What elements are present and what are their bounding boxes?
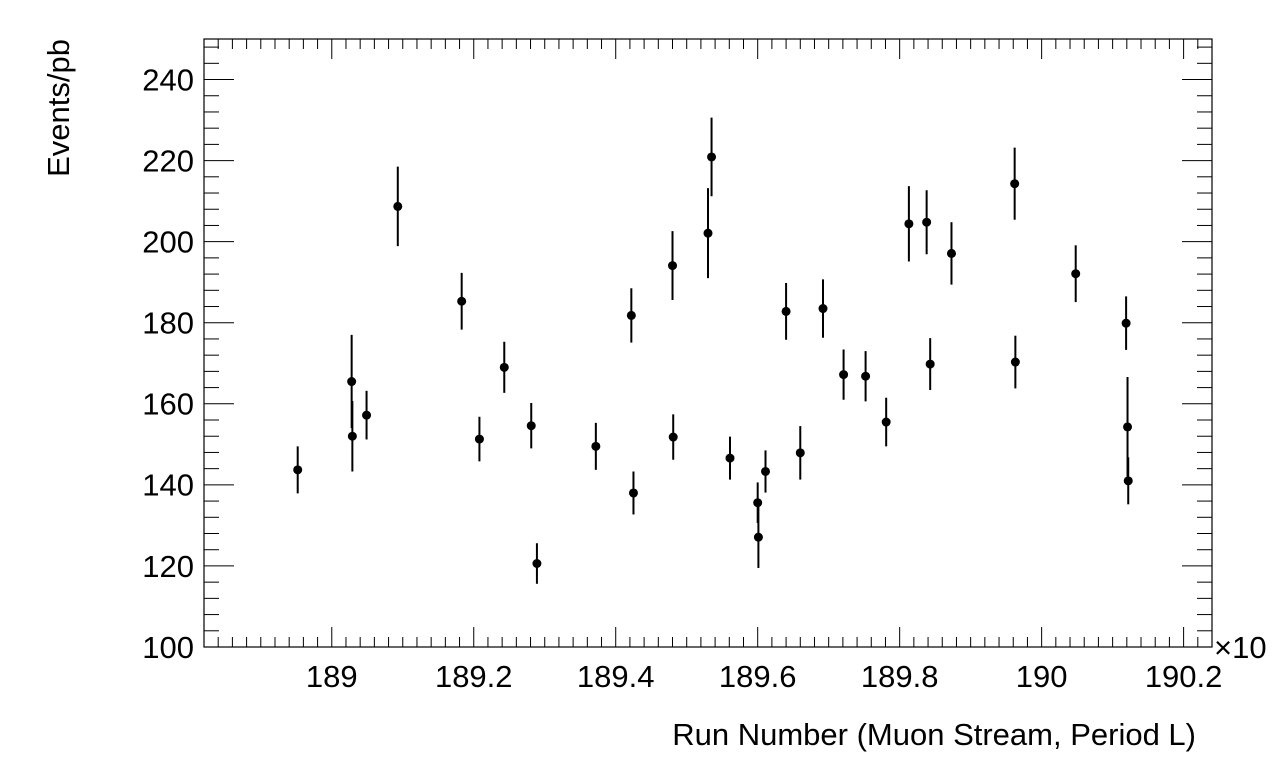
data-point <box>725 453 735 463</box>
data-point <box>362 410 372 420</box>
data-point <box>707 152 717 162</box>
y-tick-label: 200 <box>142 225 194 260</box>
y-tick-labels: 100 120 140 160 180 200 220 240 <box>142 62 194 664</box>
data-point <box>668 432 678 442</box>
y-tick-label: 240 <box>142 62 194 97</box>
data-point <box>1121 318 1131 328</box>
x-tick-label: 189.6 <box>719 659 797 694</box>
data-point <box>393 201 403 211</box>
y-tick-label: 140 <box>142 468 194 503</box>
data-point <box>626 310 636 320</box>
data-point <box>818 304 828 314</box>
y-tick-label: 180 <box>142 306 194 341</box>
y-tick-label: 220 <box>142 143 194 178</box>
data-point <box>532 559 542 569</box>
data-point <box>628 488 638 498</box>
data-point <box>753 498 763 508</box>
data-point <box>1123 476 1133 486</box>
data-point <box>760 466 770 476</box>
data-point <box>922 217 932 227</box>
data-point <box>703 228 713 238</box>
data-point <box>881 417 891 427</box>
data-point <box>1071 269 1081 279</box>
y-tick-label: 100 <box>142 630 194 665</box>
data-points <box>293 117 1133 584</box>
data-point <box>946 248 956 258</box>
y-tick-label: 160 <box>142 387 194 422</box>
x-tick-label: 189.4 <box>577 659 655 694</box>
x-axis-multiplier: ×10 <box>1214 630 1267 665</box>
data-point <box>474 434 484 444</box>
data-point <box>795 448 805 458</box>
x-tick-labels: 189 189.2 189.4 189.6 189.8 190 190.2 <box>306 659 1222 694</box>
axis-ticks <box>203 39 1213 648</box>
data-point <box>347 431 357 441</box>
x-tick-label: 189 <box>306 659 358 694</box>
x-tick-label: 190.2 <box>1145 659 1223 694</box>
data-point <box>499 362 509 372</box>
x-tick-label: 189.2 <box>435 659 513 694</box>
data-point <box>1123 422 1133 432</box>
y-axis-title: Events/pb <box>41 39 76 177</box>
data-point <box>668 261 678 271</box>
data-point <box>591 441 601 451</box>
data-point <box>293 465 303 475</box>
data-point <box>1010 179 1020 189</box>
data-point <box>781 306 791 316</box>
plot-frame <box>203 38 1213 648</box>
x-axis-title: Run Number (Muon Stream, Period L) <box>672 717 1196 752</box>
data-point <box>347 377 357 387</box>
data-point <box>1010 357 1020 367</box>
data-point <box>904 219 914 229</box>
y-tick-label: 120 <box>142 549 194 584</box>
data-point <box>753 532 763 542</box>
x-tick-label: 189.8 <box>861 659 939 694</box>
x-tick-label: 190 <box>1016 659 1068 694</box>
data-point <box>925 359 935 369</box>
data-point <box>526 421 536 431</box>
data-point <box>457 296 467 306</box>
data-point <box>839 370 849 380</box>
data-point <box>861 371 871 381</box>
